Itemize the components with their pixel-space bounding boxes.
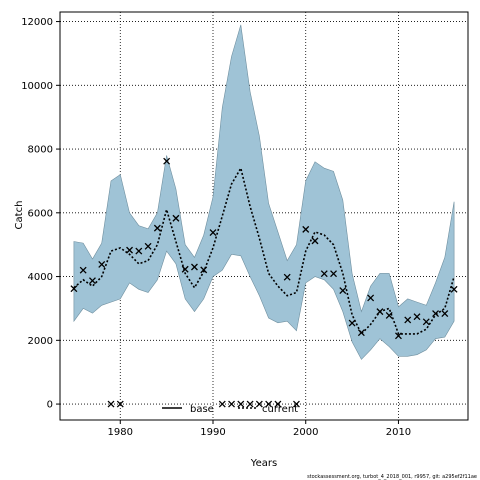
- base-point-1992: [228, 400, 236, 408]
- x-axis-label: Years: [250, 458, 277, 469]
- base-point-1989: [200, 266, 208, 274]
- base-point-2014: [432, 310, 440, 317]
- base-point-1991: [218, 400, 226, 408]
- legend-current-label: current: [262, 404, 298, 415]
- base-point-2004: [339, 287, 347, 295]
- base-point-2003: [330, 270, 338, 278]
- base-point-1986: [172, 214, 180, 222]
- base-point-2016: [450, 285, 458, 293]
- base-point-2013: [422, 318, 430, 326]
- base-point-1995: [255, 400, 263, 408]
- legend-base-label: base: [190, 404, 214, 415]
- base-point-2002: [320, 270, 328, 278]
- base-point-1996: [265, 400, 273, 408]
- base-point-1983: [144, 242, 152, 250]
- base-point-2007: [367, 294, 375, 302]
- base-point-1982: [135, 247, 143, 255]
- base-point-2015: [441, 310, 449, 317]
- base-point-1981: [126, 246, 134, 254]
- base-point-1977: [88, 277, 96, 285]
- x-tick-label-1980: 1980: [108, 427, 133, 438]
- footnote: stockassessment.org, turbot_4_2018_001, …: [307, 474, 477, 480]
- y-tick-label-2000: 2000: [28, 336, 53, 347]
- base-point-2006: [357, 329, 365, 337]
- base-points: [70, 157, 458, 408]
- base-point-1978: [98, 260, 106, 268]
- base-point-1988: [190, 263, 198, 271]
- base-point-1994: [246, 400, 254, 408]
- base-point-2000: [302, 225, 310, 233]
- base-point-2001: [311, 237, 319, 245]
- base-point-1997: [274, 400, 282, 408]
- x-tick-label-2010: 2010: [386, 427, 411, 438]
- plot-frame: [59, 11, 469, 421]
- y-axis-label: Catch: [14, 201, 25, 230]
- x-tick-label-1990: 1990: [200, 427, 225, 438]
- base-point-1980: [116, 400, 124, 408]
- base-point-1975: [70, 285, 78, 293]
- y-tick-label-8000: 8000: [28, 145, 53, 156]
- y-axis-ticks: 0 2000 4000 6000 8000 10000 12000: [21, 17, 60, 411]
- legend: base current: [162, 404, 298, 415]
- confidence-band-area: [73, 24, 455, 360]
- y-tick-label-6000: 6000: [28, 208, 53, 219]
- base-point-1976: [79, 266, 87, 274]
- base-point-2008: [376, 308, 384, 316]
- base-point-1993: [237, 400, 245, 408]
- estimate-line-layer: [73, 166, 455, 336]
- base-point-2009: [385, 311, 393, 319]
- y-tick-label-12000: 12000: [21, 17, 53, 28]
- base-point-1990: [209, 229, 217, 237]
- base-point-2012: [413, 313, 421, 321]
- y-tick-label-4000: 4000: [28, 272, 53, 283]
- base-point-1987: [181, 265, 189, 273]
- x-tick-label-2000: 2000: [293, 427, 318, 438]
- current-estimate-line: [73, 166, 455, 336]
- base-point-2010: [394, 332, 402, 340]
- confidence-band: [73, 24, 455, 360]
- x-axis-ticks: 1980 1990 2000 2010: [108, 420, 411, 438]
- y-tick-label-10000: 10000: [21, 81, 53, 92]
- base-point-1998: [283, 273, 291, 281]
- base-point-1999: [292, 400, 300, 408]
- base-point-1984: [153, 224, 161, 232]
- base-point-1979: [107, 400, 115, 408]
- base-point-2005: [348, 319, 356, 327]
- y-tick-label-0: 0: [47, 400, 53, 411]
- base-point-2011: [404, 316, 412, 324]
- base-point-1985: [163, 157, 171, 165]
